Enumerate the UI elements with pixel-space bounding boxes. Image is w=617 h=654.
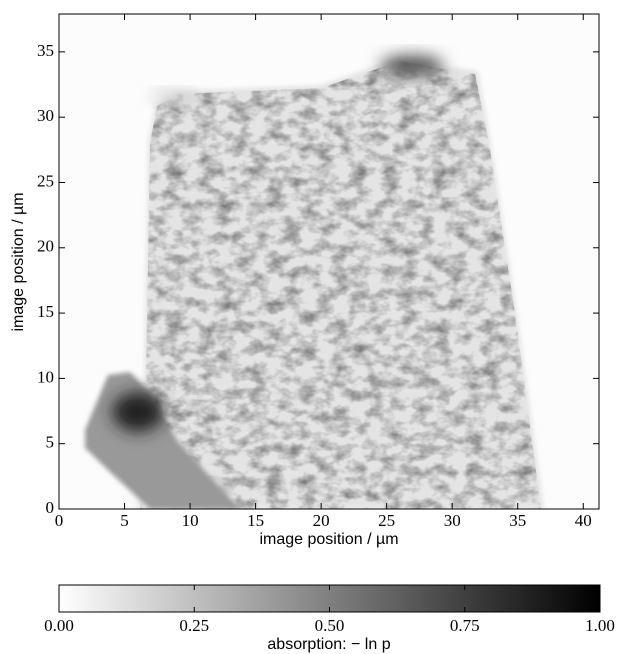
y-axis-label: image position / µm [10,192,27,331]
colorbar-tick-label: 0.50 [315,616,345,635]
colorbar-tick-label: 0.25 [179,616,209,635]
plot-frame [58,13,600,510]
x-axis-label: image position / µm [259,531,398,548]
colorbar-label: absorption: − ln p [267,636,390,653]
x-tick-label: 30 [444,511,461,530]
y-tick-label: 25 [37,171,54,190]
y-tick-label: 0 [46,498,55,517]
y-tick-label: 20 [37,237,54,256]
y-tick-label: 15 [37,302,54,321]
colorbar-tick-label: 0.00 [44,616,74,635]
y-tick-label: 30 [37,106,54,125]
x-tick-label: 5 [120,511,129,530]
x-tick-label: 10 [182,511,199,530]
y-tick-label: 35 [37,41,54,60]
x-tick-label: 25 [378,511,395,530]
colorbar-tick-label: 1.00 [585,616,615,635]
x-tick-label: 40 [575,511,592,530]
x-tick-label: 35 [509,511,526,530]
x-tick-label: 0 [55,511,64,530]
y-tick-label: 5 [46,433,55,452]
colorbar-tick-label: 0.75 [450,616,480,635]
y-tick-label: 10 [37,367,54,386]
x-tick-label: 15 [247,511,264,530]
x-tick-label: 20 [313,511,330,530]
image [59,14,599,509]
